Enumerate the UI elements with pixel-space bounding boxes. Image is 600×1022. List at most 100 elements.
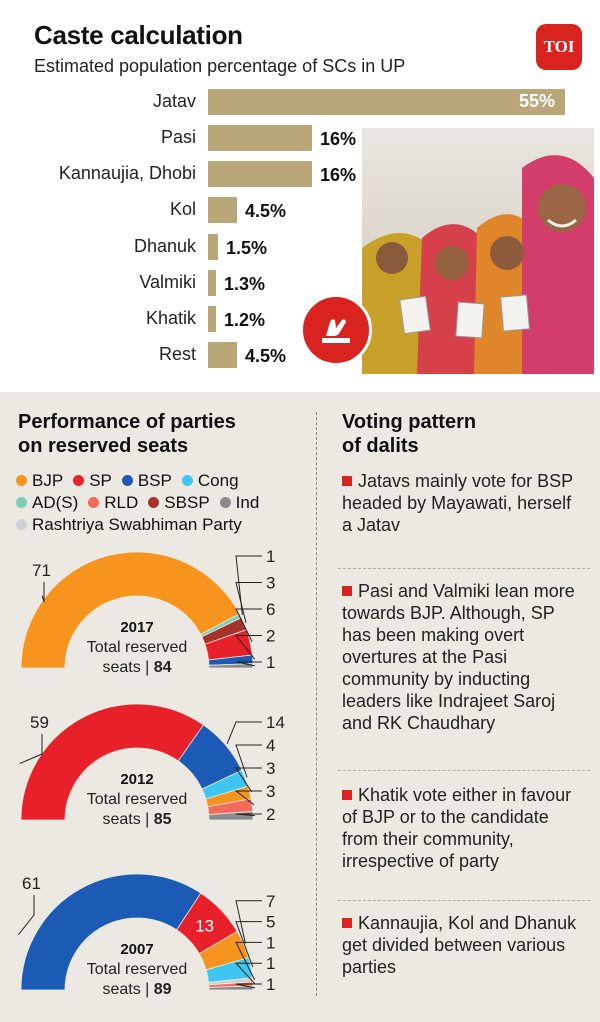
donut-value-label: 2 [266,805,275,824]
donut-value-label: 1 [266,653,275,672]
bar [208,125,312,151]
legend-item: Ind [219,492,259,514]
performance-title-line1: Performance of parties [18,411,236,433]
voters-photo-illustration [362,128,594,374]
donut-value-label: 4 [266,736,275,755]
page-title: Caste calculation [34,20,243,50]
bar-value-label: 1.3% [224,274,266,294]
bar [208,342,237,368]
leader-line [235,661,262,667]
note-separator [338,900,590,901]
voting-note: Jatavs mainly vote for BSP headed by May… [342,470,582,536]
voting-note-text: Jatavs mainly vote for BSP headed by May… [342,471,573,535]
bar-label: Valmiki [139,272,196,292]
bar [208,89,565,115]
donut-value-label: 5 [266,913,275,932]
bar-value-label: 1.5% [226,238,268,258]
bar-value-label: 4.5% [245,201,287,221]
donut-value-label: 7 [266,892,275,911]
donut-value-label: 59 [30,713,49,732]
leader-line [234,962,262,985]
bullet-square-icon [342,476,352,486]
page-subtitle: Estimated population percentage of SCs i… [34,56,406,76]
bar-label: Khatik [145,308,196,328]
leader-line [235,813,262,817]
legend-label: SBSP [164,493,210,512]
legend-item: Cong [181,470,239,492]
leader-line [234,635,262,660]
donut-year: 2017 [120,619,153,636]
leader-line [235,941,262,980]
legend-label: BJP [32,471,64,490]
donut-value-label: 1 [266,954,275,973]
legend-label: SP [89,471,112,490]
leader-line [235,555,262,615]
party-legend: BJP SP BSP Cong AD(S) RLD SBSP Ind Rashtriya Swa… [16,470,316,536]
bullet-square-icon [342,790,352,800]
donut-value-label: 1 [266,933,275,952]
legend-label: RLD [104,493,139,512]
bar [208,270,216,296]
voting-title-line2: of dalits [342,435,419,457]
voting-title: Voting pattern of dalits [342,410,476,458]
donut-slice [20,551,241,669]
leader-line [235,608,262,642]
donut-value-label: 14 [266,713,285,732]
donut-total-caption: seats | 84 [102,659,171,676]
leader-line [235,921,262,968]
donut-value-label: 71 [32,561,51,580]
bullet-square-icon [342,586,352,596]
bar-label: Pasi [160,127,196,147]
leader-line [235,983,262,989]
legend-item: Rashtriya Swabhiman Party [16,514,242,536]
donut-total-caption: seats | 85 [102,811,171,828]
bar-value-label: 16% [320,165,357,185]
donut-caption: Total reserved [87,639,188,656]
bar-label: Kannaujia, Dhobi [58,163,196,183]
bar [208,197,237,223]
donut-caption-prefix: seats | [102,811,153,828]
note-separator [338,568,590,569]
legend-label: BSP [137,471,172,490]
bar [208,161,312,187]
leader-line [234,790,262,806]
donut-caption-prefix: seats | [102,659,153,676]
performance-title: Performance of parties on reserved seats [18,410,236,458]
legend-dot-icon [16,519,27,530]
bar-label: Jatav [152,91,196,111]
donut-total-caption: seats | 89 [102,981,171,998]
donut-value-label: 2 [266,627,275,646]
legend-label: Cong [197,471,239,490]
bar-label: Dhanuk [133,236,196,256]
caste-section: Caste calculation Estimated population p… [0,0,600,392]
donut-slice [20,873,202,991]
donut-value-label: 3 [266,782,275,801]
bar [208,234,218,260]
bar-label: Rest [158,344,196,364]
bar [208,306,216,332]
toi-logo: TOI [536,24,582,70]
donut-caption: Total reserved [87,791,188,808]
legend-item: AD(S) [16,492,78,514]
donut-caption-prefix: seats | [102,981,153,998]
leader-line [235,767,262,793]
voting-note-text: Pasi and Valmiki lean more towards BJP. … [342,581,575,733]
donut-total: 84 [154,659,172,676]
voting-note-text: Khatik vote either in favour of BJP or t… [342,785,572,871]
performance-title-line2: on reserved seats [18,435,189,457]
donut-value-label: 13 [195,916,214,935]
voting-note-text: Kannaujia, Kol and Dhanuk get divided be… [342,913,577,977]
voters-photo [362,128,594,374]
bar-value-label: 4.5% [245,346,287,366]
donut-value-label: 1 [266,975,275,994]
legend-item: SP [73,470,112,492]
voting-note: Khatik vote either in favour of BJP or t… [342,784,582,872]
legend-dot-icon [73,475,85,486]
donut-year: 2012 [120,771,153,788]
bullet-square-icon [342,918,352,928]
donut-value-label: 61 [22,874,41,893]
donut-caption: Total reserved [87,961,188,978]
leader-line [235,744,262,778]
leader-line [235,900,262,944]
